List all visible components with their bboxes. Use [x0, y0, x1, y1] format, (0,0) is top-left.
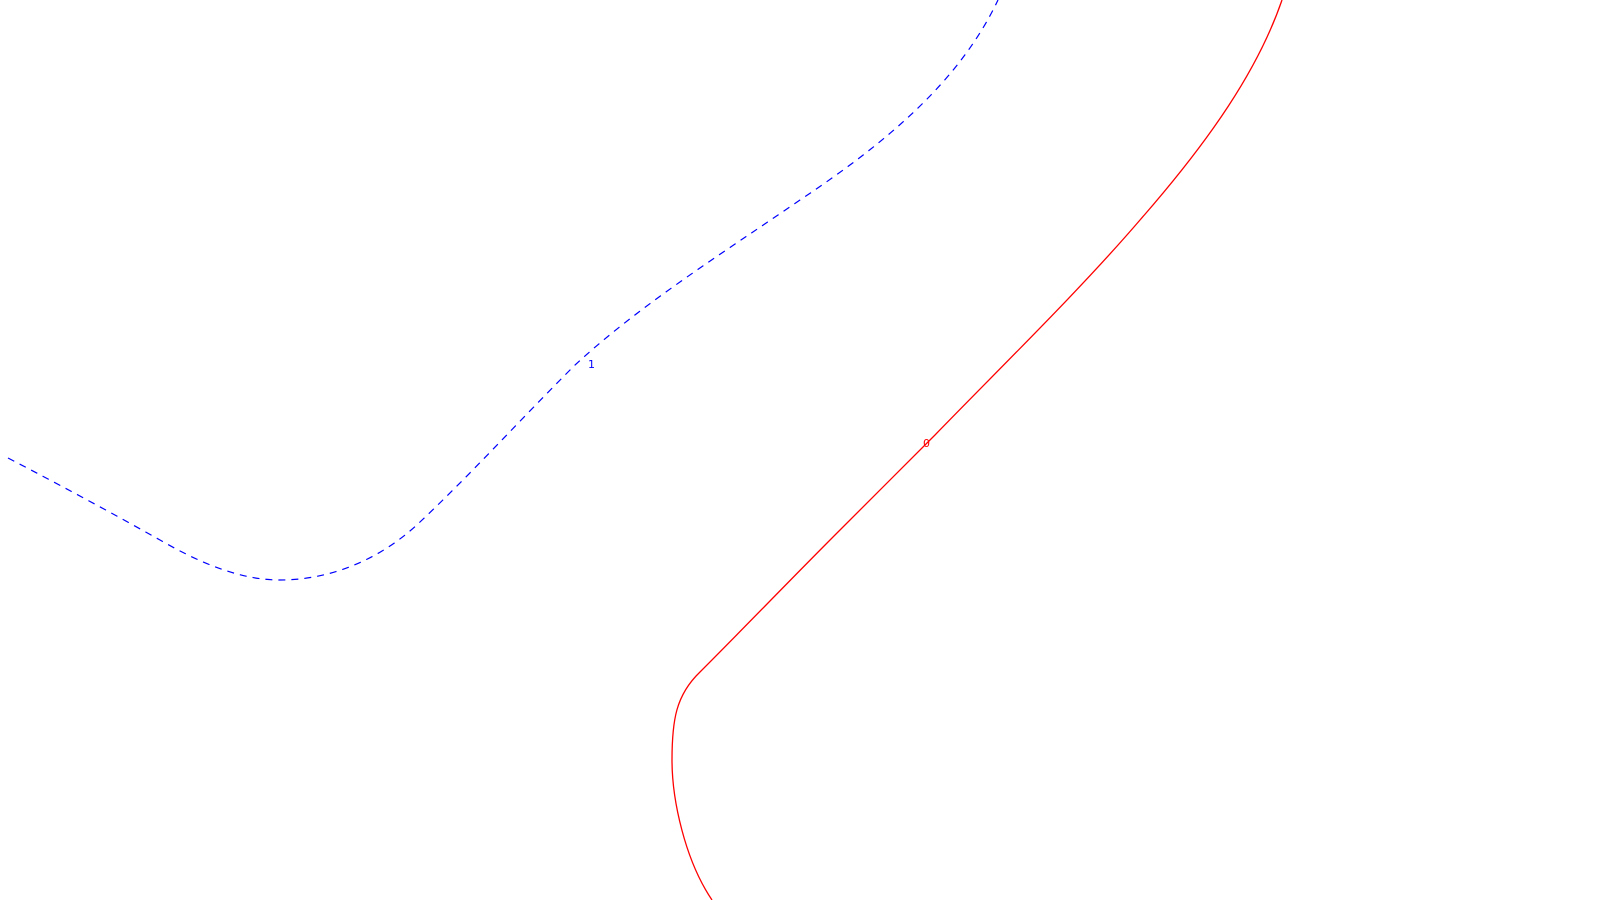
contour-1-curve: [7, 0, 999, 581]
contour-line-1: 1: [7, 0, 999, 581]
contour-label-1: 1: [588, 358, 595, 371]
contour-line-0: 0: [671, 0, 1283, 900]
contour-label-0: 0: [923, 437, 930, 450]
contour-0-curve: [671, 0, 1283, 900]
